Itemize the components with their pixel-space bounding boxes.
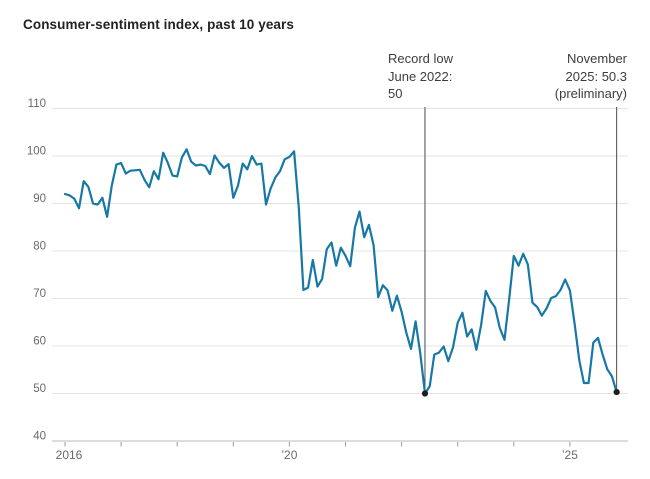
y-tick-label: 40 xyxy=(33,431,46,443)
y-tick-label: 90 xyxy=(33,193,46,205)
y-tick-label: 50 xyxy=(33,383,46,395)
chart-title: Consumer-sentiment index, past 10 years xyxy=(23,17,294,32)
annotation-record-low-line1: Record low xyxy=(388,51,454,66)
sentiment-series-line xyxy=(63,148,618,395)
annotation-latest-line2: 2025: 50.3 xyxy=(565,68,627,84)
annotation-latest: November 2025: 50.3 (preliminary) xyxy=(507,50,627,103)
y-tick-label: 110 xyxy=(28,98,46,110)
x-tick-label: 2016 xyxy=(56,448,83,462)
annotation-latest-line1: November xyxy=(567,51,627,66)
y-tick-label: 70 xyxy=(33,288,46,300)
annotation-record-low-line3: 50 xyxy=(388,86,403,101)
y-tick-label: 100 xyxy=(27,146,46,158)
y-tick-label: 60 xyxy=(33,336,46,348)
marker-dot-record-low xyxy=(421,390,429,397)
annotation-record-low-line2: June 2022: xyxy=(388,68,453,84)
x-tick-label: ’25 xyxy=(562,448,578,462)
annotation-latest-line3: (preliminary) xyxy=(554,86,627,101)
marker-dot-latest-preliminary xyxy=(613,388,620,396)
annotation-record-low: Record low June 2022: 50 xyxy=(388,50,478,103)
x-tick-label: ’20 xyxy=(281,448,297,462)
y-tick-label: 80 xyxy=(33,241,46,253)
